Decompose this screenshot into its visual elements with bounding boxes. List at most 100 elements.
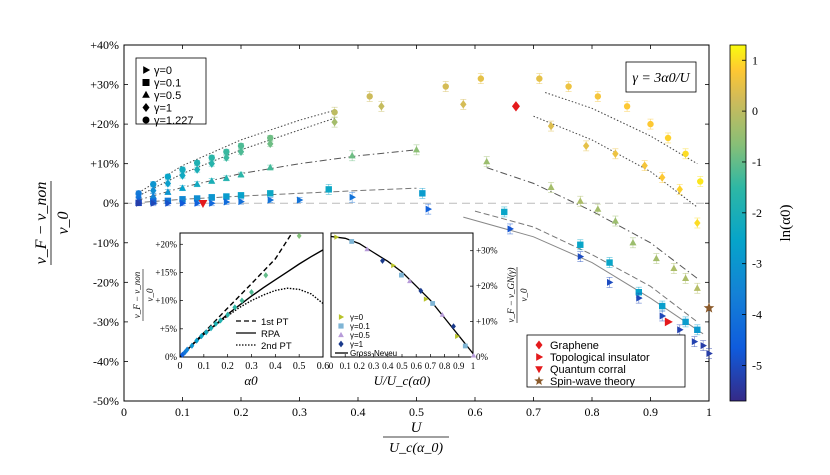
inset-right-frame [330,232,474,358]
gamma-legend: γ=0γ=0.1γ=0.5γ=1γ=1.227 [135,57,207,127]
data-point [179,196,186,203]
inset-right-point [391,262,396,269]
data-point [623,103,631,110]
data-point [150,186,157,195]
y-axis-label-denominator: v_0 [55,211,72,234]
inset-left-point [194,337,200,344]
inset-right-xtick-label: 1 [471,361,476,371]
data-point [267,190,274,197]
legend-gamma-marker [142,79,150,86]
y-tick-label: +40% [90,38,119,52]
data-point [378,102,385,111]
data-point [209,199,216,207]
data-point [331,117,338,127]
inset-right-ytick-label: +20% [476,281,498,291]
inset-left-xtick-label: 0.2 [221,361,234,372]
inset-left-xtick-label: 0.5 [293,361,306,372]
inset-right-point [334,234,340,240]
colorbar-tick-label: -5 [752,358,762,372]
experimental-point [198,200,208,209]
inset-right-legend-marker [338,340,344,348]
y-tick-label: 0% [103,196,119,210]
data-point [267,139,274,149]
data-point [237,192,245,199]
data-point [208,177,216,184]
inset-left-point [182,349,188,356]
data-point [223,153,230,162]
fit-curve [545,92,698,165]
data-point [577,253,585,261]
inset-right-ylabel-den: v_0 [519,288,529,301]
colorbar-label: ln(α0) [778,204,794,241]
data-point [700,342,707,350]
data-point [577,241,584,248]
data-point [460,100,467,109]
data-point [477,75,485,82]
inset-left-plot: 0 0.1 0.2 0.3 0.4 0.5 0.6 0% +5% +10% +15% +20% 1st … [155,232,329,372]
y-tick-label: -50% [93,394,119,408]
data-point [694,218,701,228]
data-point [594,93,602,100]
data-point [693,284,701,291]
x-tick-label: 0.5 [409,405,424,419]
inset-right-point [430,301,436,306]
data-point [164,173,172,180]
fit-curve [486,167,698,279]
y-axis-label: v_F − v_non v_0 [33,181,72,265]
inset-right-point [462,343,468,349]
inset-right-xlabel: U/U_c(α0) [374,373,431,388]
x-tick-label: 0.9 [643,405,658,419]
legend-gamma-label: γ=0 [154,65,172,77]
y-tick-label: -40% [93,354,119,368]
data-point [223,198,231,206]
inset-left-point [239,297,245,304]
inset-right-legend-marker [338,314,345,320]
inset-right-legend-label: γ=1 [350,340,364,349]
colorbar-tick-label: -3 [752,257,762,271]
data-point [267,134,274,142]
data-point [164,179,172,188]
experimental-points [198,101,715,327]
legend-exp-marker [535,366,543,374]
x-tick-label: 0.4 [351,405,366,419]
inset-left-point [213,320,219,327]
gamma-formula: γ = 3α0/U [632,71,690,86]
x-axis-label-denominator: U_c(α_0) [389,441,443,456]
x-tick-label: 0 [121,405,127,419]
inset-right-ylabel-num: v_F − v_GN(γ) [506,267,516,322]
inset-left-xtick-label: 0.1 [198,361,211,372]
inset-left-legend-label: 1st PT [261,317,289,328]
inset-right-xtick-label: 0.6 [411,361,423,371]
x-tick-label: 0.8 [585,405,600,419]
legend-gamma-label: γ=1 [154,103,172,115]
inset-right-legend-label: γ=0 [350,313,364,322]
inset-left-point [179,351,185,358]
colorbar-gradient [729,44,747,402]
data-point [238,198,245,206]
data-point [150,199,158,207]
inset-right-point [407,278,413,284]
inset-left-point [225,311,231,318]
data-point [697,178,704,185]
inset-left-xtick-label: 0.4 [269,361,282,372]
data-point [325,186,332,193]
inset-right-xtick-label: 0.8 [439,361,451,371]
legend-exp-label: Spin-wave theory [550,376,635,388]
colorbar-tick-label: 0 [752,104,758,118]
data-point [150,181,157,188]
inset-right-xtick-label: 0.7 [425,361,437,371]
data-point [136,199,143,207]
legend-gamma-marker [143,66,151,74]
inset-right-xtick-label: 0.3 [368,361,380,371]
inset-left-point [203,329,209,336]
inset-left-point [232,304,238,311]
inset-left-legend-label: RPA [261,329,280,340]
inset-left-ytick-label: +10% [155,296,177,306]
colorbar: 1 0 -1 -2 -3 -4 -5 [729,44,762,402]
data-point [349,193,356,201]
data-point [664,134,672,142]
x-tick-label: 0.7 [526,405,541,419]
gross-neveu-curve [330,235,474,354]
inset-right-ytick-label: +30% [476,246,498,256]
data-point [223,148,230,155]
